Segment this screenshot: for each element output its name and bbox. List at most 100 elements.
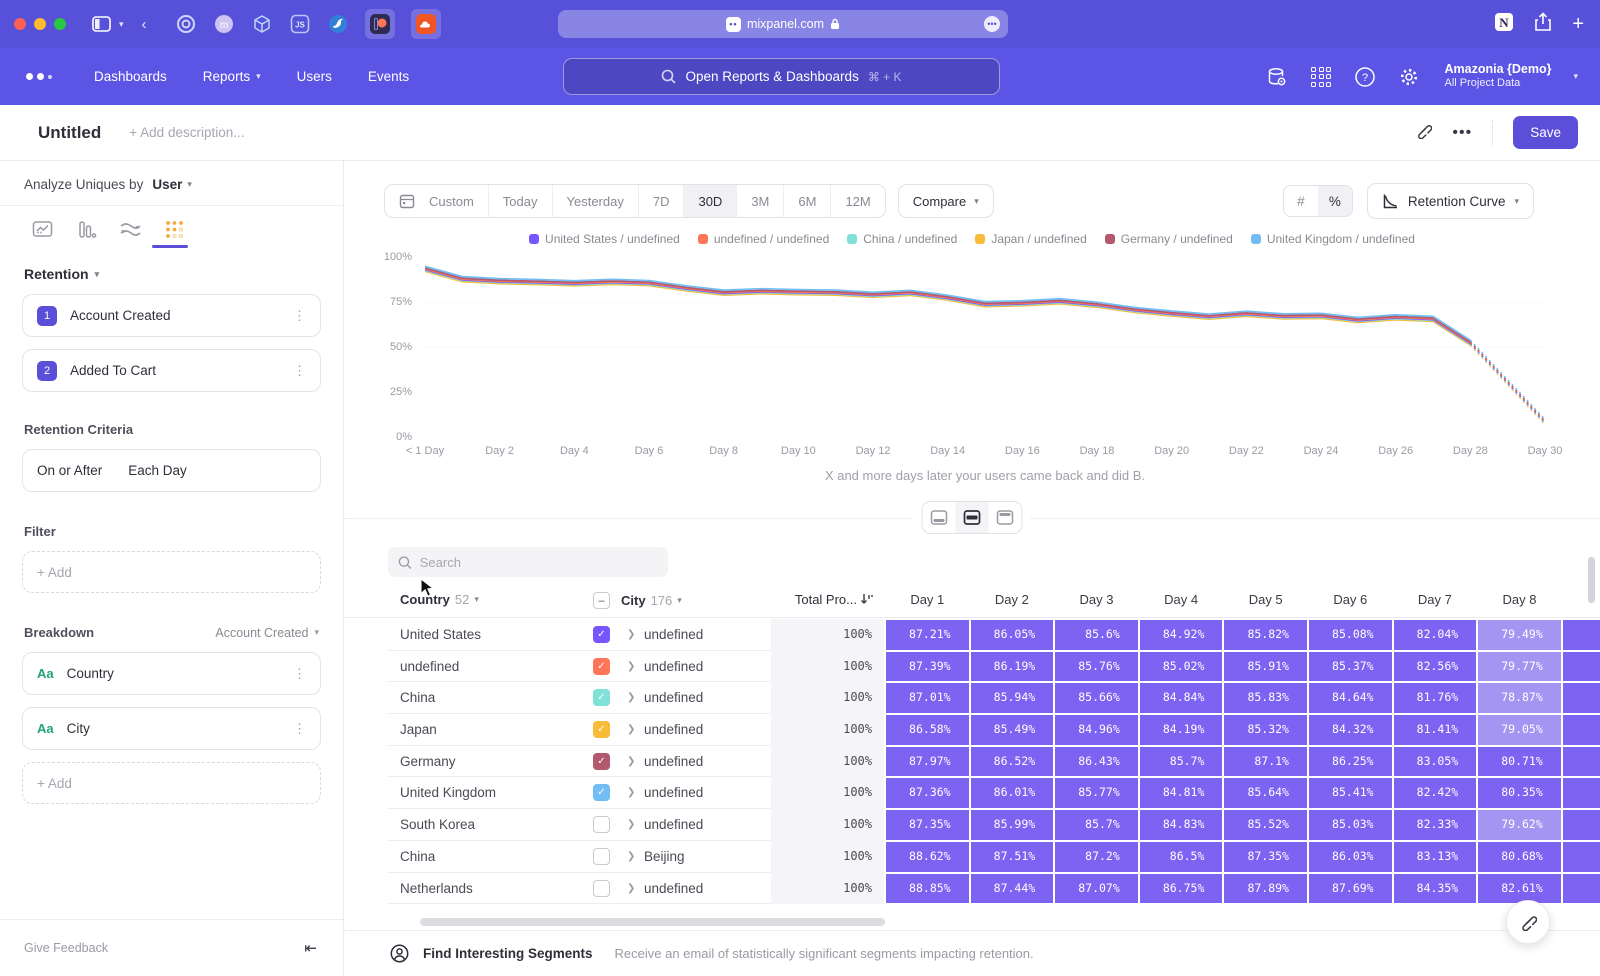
expand-row-chevron-icon[interactable]: ❯: [627, 755, 636, 767]
expand-row-chevron-icon[interactable]: ❯: [627, 692, 636, 704]
nav-events[interactable]: Events: [367, 69, 410, 84]
range-today[interactable]: Today: [489, 185, 553, 217]
day-column-header[interactable]: Day 1: [910, 592, 945, 607]
breakdown-scope-selector[interactable]: Account Created ▾: [215, 625, 319, 640]
table-row[interactable]: Germany ✓ ❯ undefined 100% 87.97% 86.52% 86.43%…: [344, 745, 1600, 778]
tab-list-chevron-icon[interactable]: ▾: [119, 18, 124, 29]
segments-title[interactable]: Find Interesting Segments: [423, 946, 593, 961]
kebab-menu-icon[interactable]: ⋮: [293, 362, 306, 378]
nav-users[interactable]: Users: [296, 69, 332, 84]
kebab-menu-icon[interactable]: ⋮: [293, 665, 306, 681]
analyze-uniques-row[interactable]: Analyze Uniques by User ▾: [24, 177, 192, 192]
notion-extension-icon[interactable]: N: [1494, 12, 1514, 37]
expand-row-chevron-icon[interactable]: ❯: [627, 882, 636, 894]
row-checkbox[interactable]: [593, 879, 610, 897]
legend-item[interactable]: United Kingdom / undefined: [1250, 232, 1415, 246]
retention-cell[interactable]: 80.35%: [1478, 778, 1561, 809]
retention-cell[interactable]: 85.7%: [1055, 810, 1138, 840]
tab-funnels-icon[interactable]: [74, 217, 98, 241]
range-3m[interactable]: 3M: [737, 185, 785, 217]
favicon-m-circle-icon[interactable]: m: [213, 13, 235, 35]
breakdown-card-country[interactable]: Aa Country ⋮: [22, 652, 321, 695]
retention-cell[interactable]: 86.25%: [1309, 746, 1392, 777]
retention-section-header[interactable]: Retention ▾: [24, 266, 100, 282]
favicon-target-icon[interactable]: [175, 13, 197, 35]
retention-cell[interactable]: 86.19%: [970, 651, 1054, 682]
criteria-condition[interactable]: On or After: [37, 463, 103, 478]
expand-row-chevron-icon[interactable]: ❯: [627, 724, 636, 736]
day-column-header[interactable]: Day 8: [1502, 592, 1537, 607]
retention-cell[interactable]: 85.52%: [1224, 810, 1307, 840]
retention-cell-clipped[interactable]: [1562, 746, 1600, 777]
retention-cell[interactable]: 85.99%: [970, 810, 1054, 840]
retention-cell-clipped[interactable]: [1562, 683, 1600, 714]
legend-item[interactable]: Japan / undefined: [975, 232, 1087, 246]
retention-chart[interactable]: [424, 256, 1546, 438]
retention-cell-clipped[interactable]: [1562, 715, 1600, 745]
legend-item[interactable]: United States / undefined: [529, 232, 680, 246]
tab-insights-icon[interactable]: [30, 217, 54, 241]
retention-cell[interactable]: 85.32%: [1224, 715, 1307, 745]
table-row[interactable]: United Kingdom ✓ ❯ undefined 100% 87.36% 86.01…: [344, 777, 1600, 810]
share-icon[interactable]: [1534, 11, 1552, 37]
retention-cell[interactable]: 84.32%: [1309, 715, 1392, 745]
copy-link-icon[interactable]: [1415, 122, 1433, 144]
project-selector[interactable]: Amazonia {Demo} All Project Data: [1444, 62, 1551, 91]
table-row[interactable]: undefined ✓ ❯ undefined 100% 87.39% 86.19% 85.7…: [344, 650, 1600, 683]
range-30d[interactable]: 30D: [684, 185, 738, 217]
add-description[interactable]: + Add description...: [129, 125, 245, 140]
favicon-cube-icon[interactable]: [251, 13, 273, 35]
retention-cell-clipped[interactable]: [1562, 620, 1600, 650]
retention-cell[interactable]: 87.2%: [1055, 841, 1138, 872]
expand-row-chevron-icon[interactable]: ❯: [627, 660, 636, 672]
retention-cell[interactable]: 85.83%: [1224, 683, 1307, 714]
total-column-header[interactable]: Total Pro...: [794, 592, 857, 607]
retention-cell[interactable]: 85.7%: [1139, 746, 1223, 777]
retention-cell[interactable]: 88.62%: [886, 841, 969, 872]
sidebar-toggle-icon[interactable]: [92, 16, 111, 32]
retention-cell[interactable]: 86.58%: [886, 715, 969, 745]
settings-gear-icon[interactable]: [1398, 66, 1420, 88]
minimize-window-button[interactable]: [34, 18, 46, 30]
retention-cell[interactable]: 84.64%: [1309, 683, 1392, 714]
retention-cell[interactable]: 82.61%: [1478, 873, 1561, 904]
retention-cell-clipped[interactable]: [1562, 651, 1600, 682]
table-row[interactable]: China ✓ ❯ undefined 100% 87.01% 85.94% 85.66% 84…: [344, 682, 1600, 715]
retention-cell[interactable]: 84.92%: [1139, 620, 1223, 650]
collapse-sidebar-icon[interactable]: ⇤: [304, 940, 317, 957]
save-button[interactable]: Save: [1513, 116, 1578, 149]
retention-cell[interactable]: 87.21%: [886, 620, 969, 650]
favicon-soundcloud-icon[interactable]: [410, 9, 441, 39]
retention-cell[interactable]: 87.1%: [1224, 746, 1307, 777]
table-row[interactable]: United States ✓ ❯ undefined 100% 87.21% 86.05%…: [344, 619, 1600, 651]
retention-cell[interactable]: 84.83%: [1139, 810, 1223, 840]
favicon-bird-icon[interactable]: [327, 13, 349, 35]
retention-cell[interactable]: 86.43%: [1055, 746, 1138, 777]
tab-flows-icon[interactable]: [118, 217, 142, 241]
range-custom[interactable]: Custom: [415, 185, 489, 217]
retention-cell[interactable]: 86.03%: [1309, 841, 1392, 872]
retention-cell[interactable]: 87.69%: [1309, 873, 1392, 904]
retention-cell[interactable]: 86.01%: [970, 778, 1054, 809]
retention-cell[interactable]: 78.87%: [1478, 683, 1561, 714]
kebab-menu-icon[interactable]: ⋮: [293, 307, 306, 323]
day-column-header[interactable]: Day 5: [1248, 592, 1283, 607]
back-button-icon[interactable]: ‹: [141, 15, 147, 33]
range-12m[interactable]: 12M: [845, 193, 871, 209]
favicon-js-icon[interactable]: JS: [289, 13, 311, 35]
give-feedback-link[interactable]: Give Feedback: [24, 941, 109, 955]
retention-cell-clipped[interactable]: [1562, 873, 1600, 904]
retention-cell[interactable]: 87.36%: [886, 778, 969, 809]
retention-cell[interactable]: 87.51%: [970, 841, 1054, 872]
retention-cell[interactable]: 88.85%: [886, 873, 969, 904]
retention-cell[interactable]: 81.41%: [1393, 715, 1477, 745]
retention-cell[interactable]: 85.77%: [1055, 778, 1138, 809]
address-bar[interactable]: •• mixpanel.com •••: [558, 10, 1008, 38]
breakdown-card-city[interactable]: Aa City ⋮: [22, 707, 321, 750]
step-card-account-created[interactable]: 1 Account Created ⋮: [22, 294, 321, 337]
table-row[interactable]: Netherlands ❯ undefined 100% 88.85% 87.44% 87.…: [344, 872, 1600, 905]
row-checkbox[interactable]: [593, 816, 610, 834]
day-column-header[interactable]: Day 4: [1164, 592, 1199, 607]
select-all-checkbox[interactable]: –: [593, 592, 610, 609]
retention-cell[interactable]: 84.19%: [1139, 715, 1223, 745]
